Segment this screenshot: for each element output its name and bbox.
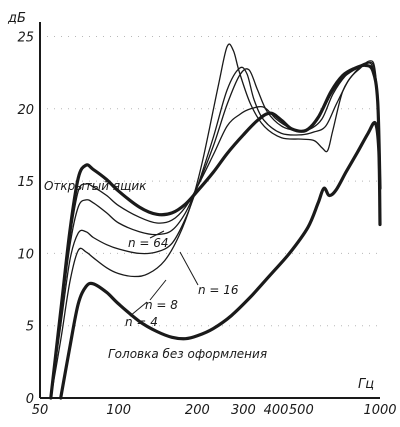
bare-head-curve xyxy=(59,120,382,400)
x-tick-label-50: 50 xyxy=(32,403,49,418)
y-tick-label-5: 5 xyxy=(26,320,34,335)
x-tick-label-1000: 1000 xyxy=(363,403,396,418)
y-axis-unit: дБ xyxy=(7,11,26,26)
open-box-curve xyxy=(49,63,382,400)
x-tick-label-300: 300 xyxy=(231,403,256,418)
annotation-group: Открытый ящик n = 64 n = 16 n = 8 n = 4 Голов… xyxy=(44,179,267,361)
tick-label-group: 0 5 10 15 20 25 50 100 200 300 400 500 1000 xyxy=(17,30,396,418)
gridline-group xyxy=(40,35,380,327)
curve-group xyxy=(49,43,382,400)
x-tick-label-100: 100 xyxy=(106,403,131,418)
label-bare-head: Головка без оформления xyxy=(108,347,267,361)
label-n64: n = 64 xyxy=(128,236,169,250)
label-n4: n = 4 xyxy=(125,315,158,329)
label-n16-leader xyxy=(179,251,199,286)
y-tick-label-10: 10 xyxy=(17,247,34,262)
label-n16: n = 16 xyxy=(198,283,239,297)
n16-curve xyxy=(50,61,381,399)
label-open-box: Открытый ящик xyxy=(44,179,147,193)
y-tick-label-25: 25 xyxy=(17,30,34,45)
x-tick-label-200: 200 xyxy=(185,403,210,418)
y-tick-label-20: 20 xyxy=(17,103,34,118)
leader-line-group xyxy=(129,230,199,317)
label-n64-leader xyxy=(149,230,165,239)
x-axis-unit: Гц xyxy=(358,377,374,392)
label-n8: n = 8 xyxy=(145,298,178,312)
n4-curve xyxy=(50,43,381,399)
x-tick-label-400: 400 xyxy=(264,403,289,418)
y-tick-label-15: 15 xyxy=(17,175,34,190)
x-tick-label-500: 500 xyxy=(289,403,314,418)
label-n8-leader xyxy=(149,279,167,301)
y-tick-label-0: 0 xyxy=(26,392,34,407)
label-n4-leader xyxy=(129,301,148,317)
